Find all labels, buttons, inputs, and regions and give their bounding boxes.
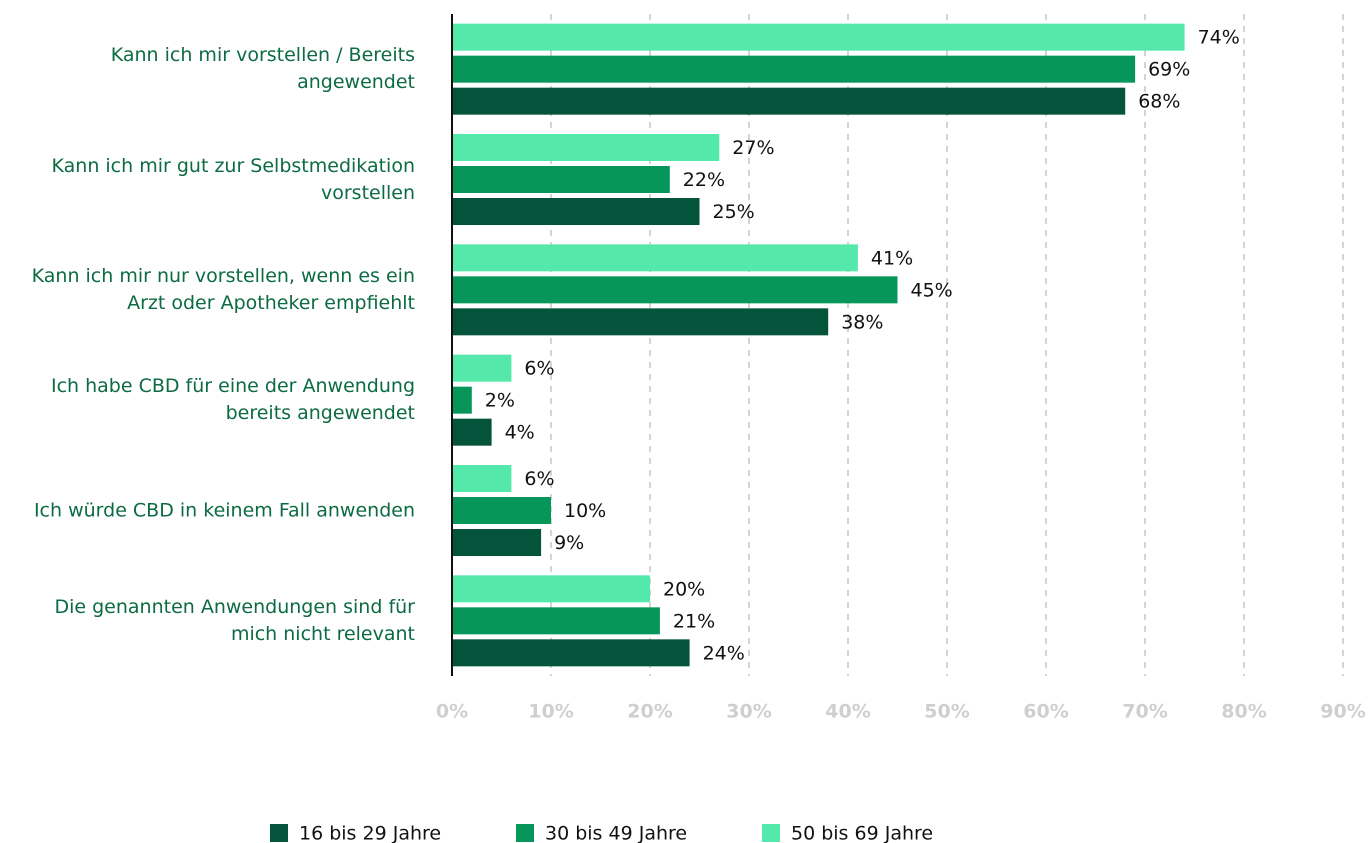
x-tick-label: 20% (627, 701, 672, 723)
x-tick-label: 60% (1023, 701, 1068, 723)
data-label: 2% (485, 390, 515, 412)
data-label: 45% (911, 279, 953, 301)
data-label: 27% (732, 137, 774, 159)
legend-label: 16 bis 29 Jahre (299, 823, 441, 843)
x-tick-label: 70% (1122, 701, 1167, 723)
bar (452, 639, 690, 667)
bar (452, 87, 1126, 115)
bar (452, 418, 492, 446)
x-tick-label: 30% (726, 701, 771, 723)
data-label: 25% (713, 201, 755, 223)
bar (452, 244, 858, 272)
bar (452, 276, 898, 304)
x-tick-label: 80% (1221, 701, 1266, 723)
bar (452, 198, 700, 225)
data-label: 6% (524, 468, 554, 490)
bar (452, 529, 542, 556)
data-label: 41% (871, 247, 913, 269)
bar (452, 354, 512, 382)
data-label: 4% (505, 422, 535, 444)
data-label: 20% (663, 578, 705, 600)
bar (452, 386, 472, 414)
legend-swatch (516, 824, 534, 842)
bar (452, 575, 650, 603)
y-tick-label: Kann ich mir gut zur Selbstmedikation vo… (51, 154, 415, 204)
bar (452, 166, 670, 193)
data-label: 10% (564, 500, 606, 522)
data-label: 24% (703, 642, 745, 664)
data-label: 69% (1148, 59, 1190, 81)
data-label: 9% (554, 532, 584, 554)
y-tick-label: Kann ich mir vorstellen / Bereits angewe… (110, 44, 415, 94)
data-label: 74% (1198, 27, 1240, 49)
x-tick-label: 10% (528, 701, 573, 723)
bar (452, 497, 551, 524)
legend-label: 30 bis 49 Jahre (545, 823, 687, 843)
legend-swatch (270, 824, 288, 842)
y-tick-label: Ich würde CBD in keinem Fall anwenden (33, 499, 415, 521)
bar (452, 465, 512, 492)
bar (452, 23, 1185, 51)
y-tick-label: Kann ich mir nur vorstellen, wenn es ein… (31, 264, 415, 314)
x-tick-label: 0% (436, 701, 468, 723)
legend-label: 50 bis 69 Jahre (791, 823, 933, 843)
data-label: 22% (683, 169, 725, 191)
x-tick-label: 90% (1320, 701, 1365, 723)
legend-swatch (762, 824, 780, 842)
bar (452, 308, 829, 336)
bar (452, 55, 1136, 83)
y-tick-label: Ich habe CBD für eine der Anwendung bere… (50, 375, 415, 425)
x-tick-label: 50% (924, 701, 969, 723)
bar (452, 607, 660, 635)
x-tick-label: 40% (825, 701, 870, 723)
y-tick-label: Die genannten Anwendungen sind für mich … (54, 595, 415, 645)
data-label: 21% (673, 610, 715, 632)
data-label: 6% (524, 358, 554, 380)
data-label: 68% (1138, 91, 1180, 113)
bar (452, 134, 720, 161)
data-label: 38% (841, 311, 883, 333)
